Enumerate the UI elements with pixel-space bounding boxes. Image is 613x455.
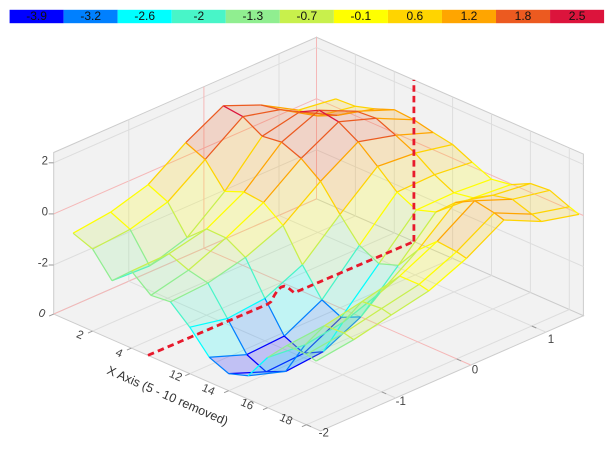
svg-text:2: 2 bbox=[42, 156, 48, 168]
svg-text:-2.6: -2.6 bbox=[134, 9, 155, 23]
svg-text:0.6: 0.6 bbox=[407, 9, 424, 23]
svg-text:-1.3: -1.3 bbox=[242, 9, 263, 23]
svg-text:-1: -1 bbox=[396, 396, 406, 408]
svg-text:1.8: 1.8 bbox=[515, 9, 532, 23]
svg-text:-0.1: -0.1 bbox=[351, 9, 372, 23]
svg-text:-2: -2 bbox=[193, 9, 204, 23]
svg-text:-2: -2 bbox=[319, 427, 329, 439]
svg-text:-3.2: -3.2 bbox=[80, 9, 101, 23]
svg-text:-2: -2 bbox=[38, 258, 48, 270]
svg-text:1: 1 bbox=[548, 334, 554, 346]
svg-text:2.5: 2.5 bbox=[569, 9, 586, 23]
svg-text:0: 0 bbox=[42, 207, 48, 219]
svg-text:-0.7: -0.7 bbox=[296, 9, 317, 23]
svg-text:0: 0 bbox=[472, 364, 478, 376]
svg-text:1.2: 1.2 bbox=[461, 9, 478, 23]
svg-text:-3.9: -3.9 bbox=[26, 9, 47, 23]
